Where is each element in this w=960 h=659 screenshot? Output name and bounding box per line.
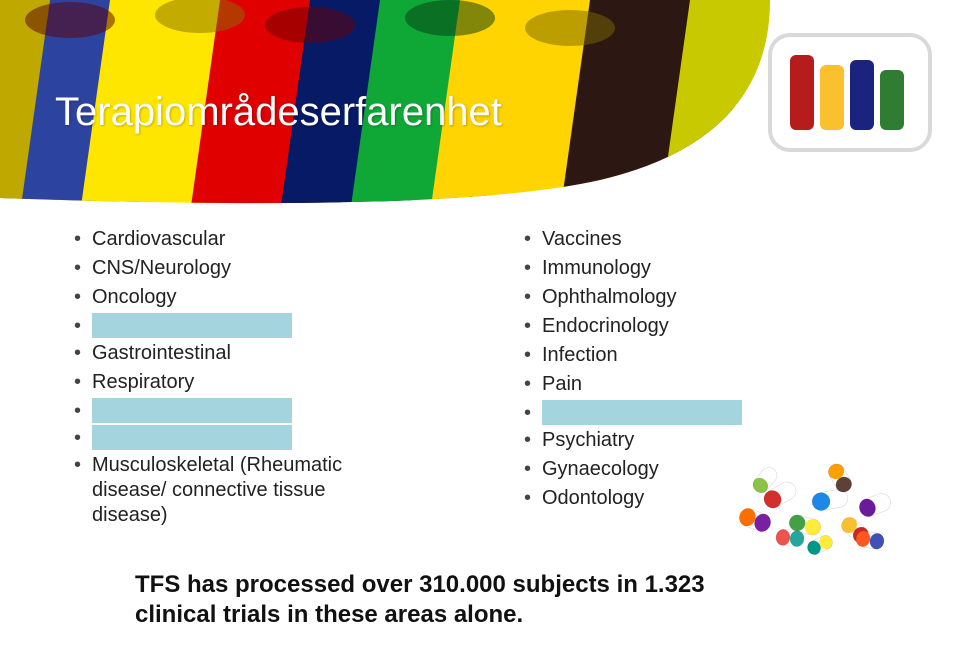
list-item: Gastrointestinal — [70, 339, 380, 368]
list-item — [520, 399, 830, 426]
list-left: CardiovascularCNS/NeurologyOncology Gast… — [70, 225, 380, 530]
list-item — [70, 397, 380, 424]
list-item: Oncology — [70, 283, 380, 312]
list-item: Vaccines — [520, 225, 830, 254]
list-item: Immunology — [520, 254, 830, 283]
page-title: Terapiområdeserfarenhet — [55, 90, 502, 135]
list-item: Respiratory — [70, 368, 380, 397]
highlight-bar — [542, 400, 742, 425]
list-item: Endocrinology — [520, 312, 830, 341]
list-item: Cardiovascular — [70, 225, 380, 254]
list-item: Infection — [520, 341, 830, 370]
list-item — [70, 424, 380, 451]
pills-image — [725, 430, 905, 560]
list-item: Ophthalmology — [520, 283, 830, 312]
list-item: Musculoskeletal (Rheumatic disease/ conn… — [70, 451, 380, 530]
highlight-bar — [92, 313, 292, 338]
highlight-bar — [92, 398, 292, 423]
summary-text: TFS has processed over 310.000 subjects … — [135, 570, 735, 630]
content-columns: CardiovascularCNS/NeurologyOncology Gast… — [70, 225, 830, 530]
list-item: Pain — [520, 370, 830, 399]
list-item: CNS/Neurology — [70, 254, 380, 283]
highlight-bar — [92, 425, 292, 450]
list-item — [70, 312, 380, 339]
column-left: CardiovascularCNS/NeurologyOncology Gast… — [70, 225, 380, 530]
